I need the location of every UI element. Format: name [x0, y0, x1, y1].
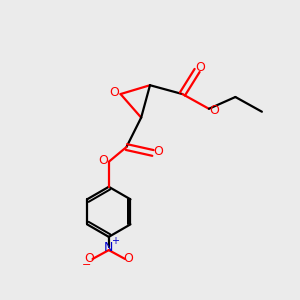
Text: O: O: [195, 61, 205, 74]
Text: O: O: [85, 252, 94, 266]
Text: O: O: [209, 104, 219, 117]
Text: +: +: [111, 236, 119, 246]
Text: O: O: [98, 154, 108, 167]
Text: O: O: [153, 145, 163, 158]
Text: −: −: [81, 260, 91, 270]
Text: O: O: [110, 86, 120, 99]
Text: O: O: [123, 252, 133, 266]
Text: N: N: [104, 241, 113, 254]
